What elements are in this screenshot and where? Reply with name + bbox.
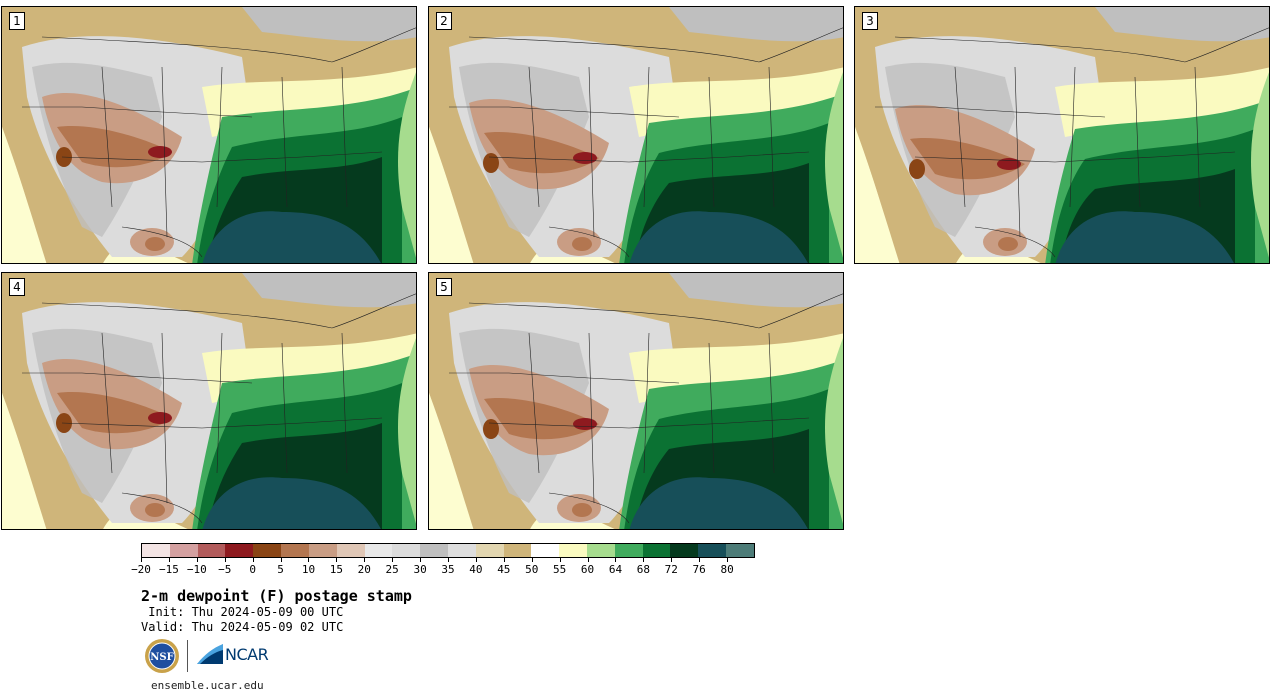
colorbar-swatch — [392, 544, 421, 557]
colorbar-swatch — [698, 544, 727, 557]
colorbar-swatch — [475, 544, 504, 557]
colorbar-tick — [308, 558, 310, 562]
colorbar-tick — [671, 558, 673, 562]
colorbar-tick — [531, 558, 533, 562]
colorbar-swatch — [281, 544, 309, 557]
colorbar-tick-label: 45 — [497, 563, 511, 576]
stamp-number: 1 — [9, 12, 25, 30]
colorbar-tick — [224, 558, 226, 562]
page-title: 2-m dewpoint (F) postage stamp — [141, 587, 412, 605]
colorbar-tick-label: 5 — [277, 563, 284, 576]
colorbar-tick — [503, 558, 505, 562]
init-time: Init: Thu 2024-05-09 00 UTC — [141, 605, 344, 619]
colorbar-tick — [196, 558, 198, 562]
valid-time: Valid: Thu 2024-05-09 02 UTC — [141, 620, 344, 634]
colorbar-tick — [475, 558, 477, 562]
colorbar-tick — [643, 558, 645, 562]
stamp-number: 5 — [436, 278, 452, 296]
colorbar-tick-label: 25 — [385, 563, 399, 576]
stamp-panel-3[interactable]: 3 — [854, 6, 1270, 264]
colorbar-tick-label: 68 — [636, 563, 650, 576]
stamp-number: 4 — [9, 278, 25, 296]
colorbar-tick — [448, 558, 449, 562]
stamp-panel-1[interactable]: 1 — [1, 6, 417, 264]
colorbar-tick-label: 55 — [553, 563, 567, 576]
colorbar-tick-label: −20 — [131, 563, 151, 576]
stamp-panel-5[interactable]: 5 — [428, 272, 844, 530]
colorbar-swatch — [587, 544, 615, 557]
colorbar-tick — [252, 558, 254, 562]
colorbar-tick-label: −5 — [218, 563, 232, 576]
colorbar-swatch — [559, 544, 587, 557]
colorbar-tick — [364, 558, 366, 562]
colorbar-tick-label: −15 — [158, 563, 179, 576]
colorbar-swatch — [336, 544, 365, 557]
colorbar-swatch — [447, 544, 476, 557]
nsf-logo-text: NSF — [150, 652, 173, 663]
ncar-logo[interactable]: NCAR — [197, 644, 269, 664]
colorbar-swatch — [364, 544, 393, 557]
colorbar-tick-label: 60 — [580, 563, 595, 576]
colorbar-tick — [141, 558, 142, 562]
colorbar-swatch — [308, 544, 337, 557]
colorbar-tick — [559, 558, 561, 562]
colorbar-swatch — [142, 544, 170, 557]
colorbar-tick — [336, 558, 338, 562]
colorbar-tick-label: 35 — [441, 563, 455, 576]
colorbar-tick-label: 72 — [664, 563, 678, 576]
dewpoint-colorbar — [141, 543, 755, 558]
colorbar-tick — [280, 558, 282, 562]
colorbar-tick — [392, 558, 394, 562]
colorbar-tick — [727, 558, 729, 562]
colorbar-tick — [420, 558, 422, 562]
colorbar-swatch — [420, 544, 448, 557]
colorbar-swatch — [642, 544, 671, 557]
colorbar-swatch — [726, 544, 754, 557]
stamp-panel-2[interactable]: 2 — [428, 6, 844, 264]
stamp-panel-4[interactable]: 4 — [1, 272, 417, 530]
colorbar-tick-label: 30 — [413, 563, 427, 576]
colorbar-swatch — [670, 544, 699, 557]
colorbar-tick — [615, 558, 617, 562]
colorbar-swatch — [503, 544, 532, 557]
colorbar-tick — [168, 558, 170, 562]
colorbar-tick-label: 76 — [692, 563, 706, 576]
colorbar-tick-label: 0 — [249, 563, 256, 576]
colorbar-swatch — [197, 544, 226, 557]
colorbar-swatch — [253, 544, 282, 557]
colorbar-tick-label: 64 — [608, 563, 623, 576]
colorbar-swatch — [169, 544, 198, 557]
colorbar-tick — [699, 558, 701, 562]
site-url[interactable]: ensemble.ucar.edu — [151, 679, 264, 692]
logo-divider — [187, 640, 188, 672]
stamp-number: 3 — [862, 12, 878, 30]
colorbar-tick-label: 40 — [469, 563, 483, 576]
ncar-logo-text: NCAR — [225, 644, 269, 664]
colorbar-tick-label: 10 — [301, 563, 316, 576]
colorbar-tick-label: 50 — [525, 563, 539, 576]
colorbar-swatch — [225, 544, 254, 557]
colorbar-tick-label: 20 — [357, 563, 371, 576]
colorbar-swatch — [531, 544, 560, 557]
colorbar-tick-label: 80 — [720, 563, 734, 576]
colorbar-tick — [587, 558, 589, 562]
colorbar-tick-label: −10 — [186, 563, 207, 576]
stamp-number: 2 — [436, 12, 452, 30]
nsf-logo[interactable]: NSF — [144, 638, 180, 678]
colorbar-swatch — [614, 544, 643, 557]
colorbar-tick-label: 15 — [329, 563, 343, 576]
